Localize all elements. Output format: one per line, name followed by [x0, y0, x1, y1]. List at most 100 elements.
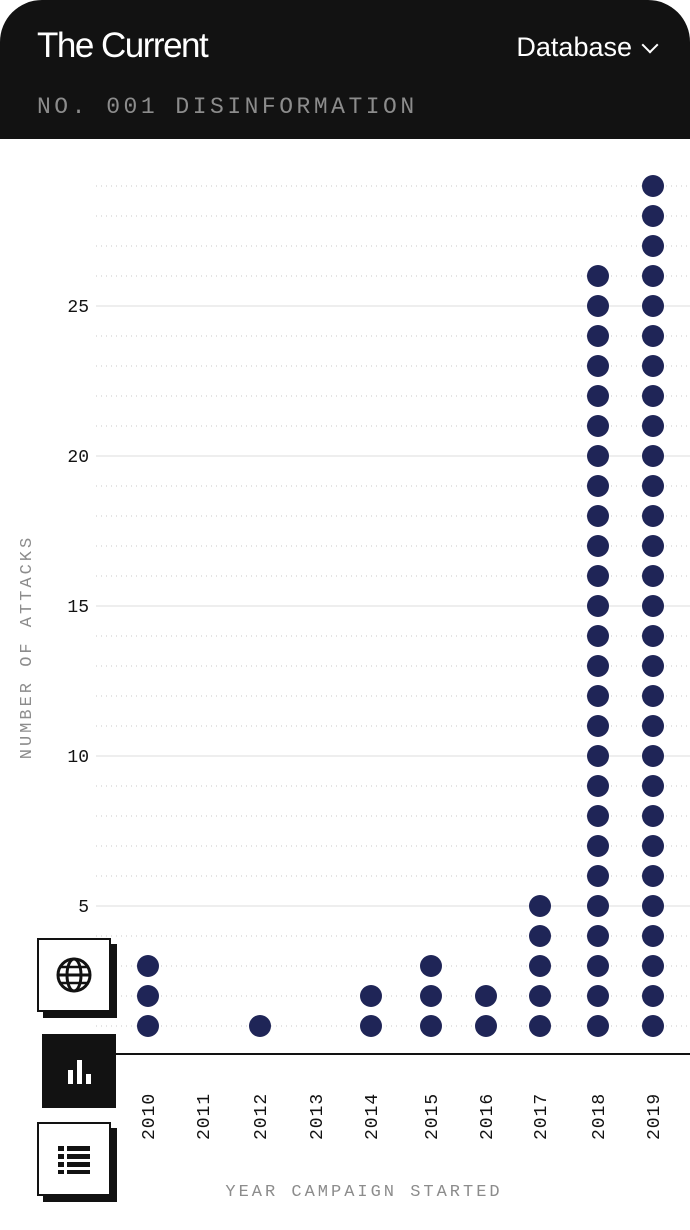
data-dot — [642, 295, 664, 317]
data-dot — [642, 655, 664, 677]
data-dot — [587, 685, 609, 707]
page-subtitle: NO. 001 DISINFORMATION — [37, 94, 418, 120]
data-dot — [529, 985, 551, 1007]
data-dot — [642, 415, 664, 437]
data-dot — [642, 475, 664, 497]
x-tick-label: 2011 — [195, 1093, 215, 1140]
x-tick-label: 2015 — [423, 1093, 443, 1140]
bar-chart-icon — [68, 1060, 91, 1084]
data-dot — [642, 685, 664, 707]
data-dot — [642, 445, 664, 467]
x-tick-label: 2012 — [252, 1093, 272, 1140]
data-dot — [420, 955, 442, 977]
data-dot — [642, 955, 664, 977]
data-dot — [420, 1015, 442, 1037]
data-dot — [587, 895, 609, 917]
data-dot — [587, 1015, 609, 1037]
data-dot — [587, 985, 609, 1007]
data-dot — [642, 565, 664, 587]
x-axis-title: YEAR CAMPAIGN STARTED — [225, 1183, 502, 1202]
data-dot — [249, 1015, 271, 1037]
x-tick-label: 2017 — [532, 1093, 552, 1140]
data-dot — [529, 955, 551, 977]
data-dot — [642, 325, 664, 347]
y-tick-label: 25 — [67, 298, 89, 318]
data-dot — [587, 535, 609, 557]
data-dot — [642, 535, 664, 557]
x-tick-label: 2016 — [478, 1093, 498, 1140]
data-dot — [642, 775, 664, 797]
list-icon — [58, 1146, 90, 1174]
chart-view-button[interactable] — [42, 1034, 116, 1108]
x-tick-label: 2014 — [363, 1093, 383, 1140]
data-dot — [587, 625, 609, 647]
data-dot — [137, 955, 159, 977]
map-view-button[interactable] — [37, 938, 111, 1012]
data-dot — [642, 1015, 664, 1037]
data-dot — [587, 865, 609, 887]
data-dot — [642, 925, 664, 947]
data-dot — [137, 1015, 159, 1037]
x-tick-label: 2018 — [590, 1093, 610, 1140]
data-dot — [587, 265, 609, 287]
data-dot — [587, 775, 609, 797]
y-tick-label: 10 — [67, 748, 89, 768]
database-menu-button[interactable]: Database — [516, 30, 659, 64]
data-dot — [587, 325, 609, 347]
y-tick-label: 15 — [67, 598, 89, 618]
x-tick-label: 2010 — [140, 1093, 160, 1140]
data-dot — [137, 985, 159, 1007]
data-dot — [642, 355, 664, 377]
data-dot — [642, 235, 664, 257]
data-dot — [642, 595, 664, 617]
data-dot — [642, 985, 664, 1007]
data-dot — [642, 835, 664, 857]
data-dot — [587, 715, 609, 737]
y-tick-label: 20 — [67, 448, 89, 468]
data-dot — [642, 805, 664, 827]
data-dot — [642, 205, 664, 227]
data-dot — [642, 895, 664, 917]
data-dot — [642, 625, 664, 647]
data-dot — [475, 985, 497, 1007]
data-dot — [642, 175, 664, 197]
data-dot — [587, 745, 609, 767]
data-dot — [587, 595, 609, 617]
data-dot — [587, 295, 609, 317]
data-dot — [642, 265, 664, 287]
data-dot — [642, 505, 664, 527]
dot-stacks — [137, 175, 664, 1037]
data-dot — [642, 385, 664, 407]
data-dot — [587, 565, 609, 587]
data-dot — [420, 985, 442, 1007]
y-tick-label: 5 — [78, 898, 89, 918]
x-tick-label: 2013 — [308, 1093, 328, 1140]
data-dot — [587, 415, 609, 437]
x-tick-labels: 2010 2011 2012 2013 2014 2015 2016 2017 2018 2019 — [140, 1093, 665, 1140]
data-dot — [587, 925, 609, 947]
globe-icon — [56, 957, 92, 993]
y-tick-labels: 5 10 15 20 25 — [67, 298, 89, 918]
data-dot — [587, 805, 609, 827]
data-dot — [587, 475, 609, 497]
y-axis-title: NUMBER OF ATTACKS — [18, 535, 37, 759]
data-dot — [587, 445, 609, 467]
data-dot — [587, 355, 609, 377]
data-dot — [587, 835, 609, 857]
data-dot — [587, 955, 609, 977]
data-dot — [587, 505, 609, 527]
data-dot — [642, 715, 664, 737]
data-dot — [587, 655, 609, 677]
brand-logo[interactable]: The Current — [37, 26, 209, 65]
data-dot — [587, 385, 609, 407]
data-dot — [475, 1015, 497, 1037]
data-dot — [642, 745, 664, 767]
x-tick-label: 2019 — [645, 1093, 665, 1140]
list-view-button[interactable] — [37, 1122, 111, 1196]
chevron-down-icon — [641, 36, 659, 54]
data-dot — [529, 925, 551, 947]
data-dot — [360, 1015, 382, 1037]
data-dot — [529, 1015, 551, 1037]
app-header: The Current Database NO. 001 DISINFORMAT… — [0, 0, 690, 139]
